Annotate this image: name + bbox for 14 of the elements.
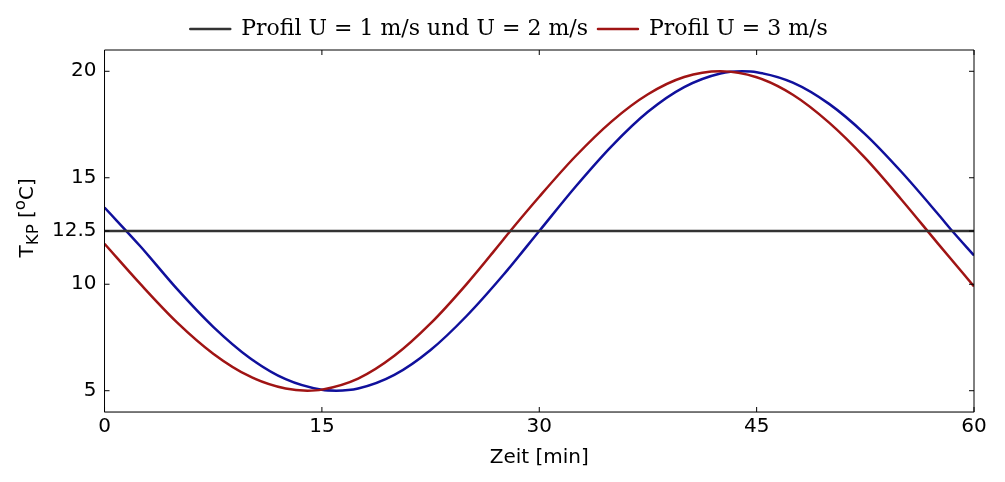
y-tick-label: 20: [71, 57, 97, 82]
x-tick-label: 15: [309, 413, 335, 438]
x-axis-title: Zeit [min]: [489, 444, 589, 469]
y-tick-label: 10: [71, 270, 97, 295]
y-tick-label: 12.5: [52, 217, 97, 242]
x-tick-label: 30: [526, 413, 552, 438]
x-tick-label: 45: [743, 413, 770, 438]
y-tick-label: 15: [71, 163, 97, 188]
line-series: [104, 70, 974, 392]
x-tick-label: 60: [961, 413, 987, 438]
x-tick-label: 0: [98, 413, 111, 438]
y-tick-label: 5: [83, 376, 97, 401]
legend-label: Profil U = 1 m/s und U = 2 m/s: [241, 14, 588, 40]
legend-label: Profil U = 3 m/s: [648, 14, 828, 40]
